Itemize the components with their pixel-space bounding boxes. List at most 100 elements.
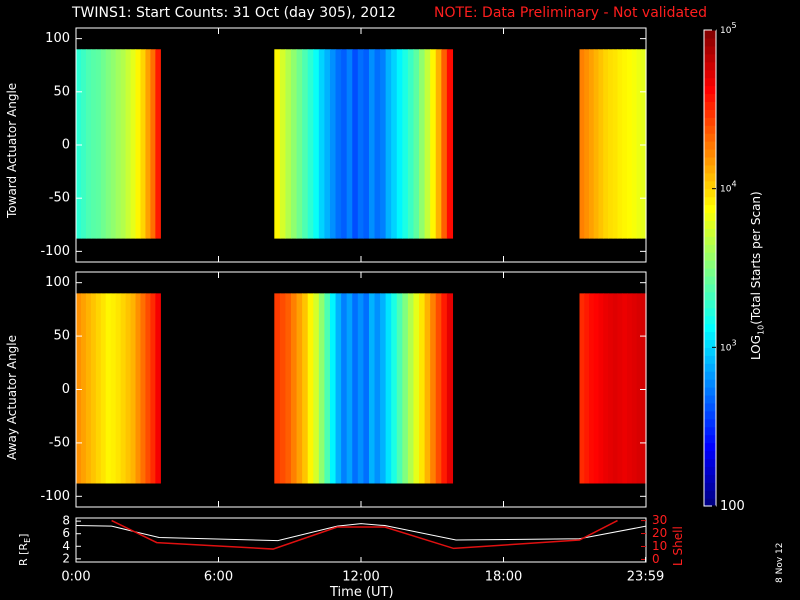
toward-y-tick-label: -50 — [49, 191, 70, 206]
toward-heat-cell — [385, 49, 392, 239]
toward-y-tick-label: 50 — [53, 84, 70, 99]
toward-heat-cell — [612, 49, 619, 239]
colorbar-swatch — [704, 180, 716, 190]
toward-panel: 100 50 0 -50 -100 — [40, 27, 647, 263]
colorbar-swatch — [704, 53, 716, 63]
away-y-tick-label: 100 — [45, 275, 70, 290]
toward-heat-cell — [296, 49, 303, 239]
toward-heat-cell — [90, 49, 97, 239]
toward-heat-cell — [622, 49, 628, 239]
colorbar-swatch — [704, 275, 716, 285]
away-heat-cell — [396, 293, 403, 484]
orbit-lshell-tick-label: 20 — [652, 526, 667, 540]
away-heat-cell — [441, 293, 448, 484]
away-heat-cell — [589, 293, 595, 484]
toward-heat-cell — [357, 49, 364, 239]
toward-heat-cell — [80, 49, 87, 239]
toward-heat-cell — [120, 49, 127, 239]
toward-heat-cell — [584, 49, 590, 239]
away-heat-cell — [407, 293, 415, 484]
colorbar-swatch — [704, 141, 716, 150]
toward-heat-cell — [135, 49, 142, 239]
toward-heat-cell — [352, 49, 359, 239]
toward-heat-cell — [579, 49, 585, 239]
toward-heat-cell — [335, 49, 342, 239]
colorbar-swatch — [704, 426, 716, 436]
colorbar-swatch — [704, 410, 716, 420]
colorbar-swatch — [704, 490, 716, 499]
colorbar-swatch — [704, 387, 716, 396]
toward-heat-cell — [391, 49, 398, 239]
away-y-tick-label: -100 — [40, 489, 70, 504]
away-heat-cell — [115, 293, 122, 484]
colorbar-swatch — [704, 196, 716, 206]
away-heat-cell — [285, 293, 292, 484]
toward-heat-cell — [85, 49, 92, 239]
away-heat-cell — [155, 293, 161, 484]
orbit-lshell-tick-label: 30 — [652, 513, 667, 527]
colorbar-swatch — [704, 109, 716, 118]
away-heat-cell — [329, 293, 337, 484]
colorbar-swatch — [704, 394, 716, 404]
away-heat-cell — [622, 293, 628, 484]
away-heat-cell — [125, 293, 132, 484]
away-heat-cell — [402, 293, 409, 484]
away-heat-cell — [608, 293, 614, 484]
time-axis-label: Time (UT) — [330, 585, 394, 600]
away-heat-cell — [363, 293, 370, 484]
toward-heat-cell — [115, 49, 122, 239]
toward-heat-cell — [627, 49, 633, 239]
away-heat-cell — [603, 293, 609, 484]
away-heat-cell — [120, 293, 127, 484]
colorbar-swatch — [704, 244, 716, 253]
toward-heat-cell — [285, 49, 292, 239]
toward-heat-cell — [617, 49, 623, 239]
colorbar-swatch — [704, 268, 716, 277]
colorbar-swatch — [704, 37, 716, 47]
away-panel: 100 50 0 -50 -100 — [40, 271, 647, 508]
away-heat-cell — [380, 293, 387, 484]
colorbar-swatch — [704, 204, 716, 214]
colorbar-swatch — [704, 474, 716, 483]
time-tick-label: 12:00 — [342, 570, 379, 585]
away-heat-cell — [95, 293, 102, 484]
away-heat-cell — [419, 293, 426, 484]
orbit-panel-frame — [75, 517, 647, 563]
colorbar-swatch — [704, 458, 716, 467]
away-heat-cell — [617, 293, 623, 484]
away-heat-cell — [385, 293, 392, 484]
away-y-tick-label: -50 — [49, 435, 70, 450]
toward-heat-cell — [413, 49, 420, 239]
colorbar-swatch — [704, 450, 716, 459]
r-distance-line — [76, 523, 646, 542]
colorbar-swatch — [704, 260, 716, 269]
toward-heat-cell — [302, 49, 309, 239]
away-heat-cell — [636, 293, 642, 484]
away-heat-cell — [274, 293, 281, 484]
colorbar-swatch — [704, 498, 716, 507]
away-heat-cell — [100, 293, 107, 484]
toward-heat-cell — [589, 49, 595, 239]
toward-heat-cell — [307, 49, 314, 239]
orbit-lshell-tick-label: 10 — [652, 539, 667, 553]
colorbar-swatch — [704, 291, 716, 301]
away-heat-cell — [435, 293, 442, 484]
figure-title: TWINS1: Start Counts: 31 Oct (day 305), … — [72, 5, 396, 21]
away-y-tick-label: 50 — [53, 329, 70, 344]
colorbar-swatch — [704, 236, 716, 245]
toward-heat-cell — [374, 49, 381, 239]
colorbar-swatch — [704, 228, 716, 237]
orbit-r-tick-label: 6 — [62, 526, 70, 540]
colorbar-swatch — [704, 418, 716, 428]
colorbar-swatch — [704, 379, 716, 388]
toward-heat-cell — [430, 49, 437, 239]
colorbar-swatch — [704, 315, 716, 325]
away-heat-cell — [85, 293, 92, 484]
colorbar-swatch — [704, 149, 716, 158]
colorbar-swatch — [704, 331, 716, 340]
toward-y-tick-label: 0 — [62, 138, 70, 153]
colorbar-swatch — [704, 188, 716, 198]
away-heat-cell — [346, 293, 353, 484]
